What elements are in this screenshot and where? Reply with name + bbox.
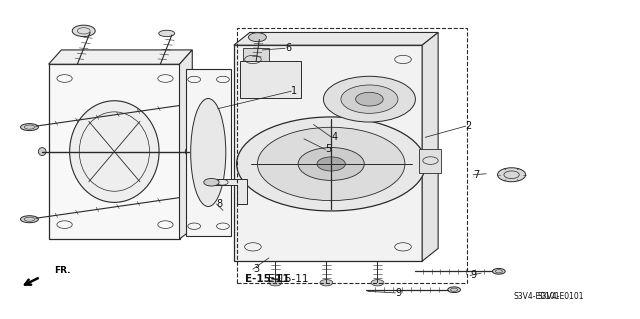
Circle shape (497, 168, 525, 182)
Text: 9: 9 (396, 288, 401, 298)
Text: 2: 2 (466, 121, 472, 131)
Ellipse shape (492, 269, 505, 274)
Circle shape (356, 92, 383, 106)
Text: FR.: FR. (54, 266, 71, 275)
Circle shape (323, 76, 415, 122)
Text: E-15-11: E-15-11 (268, 274, 308, 284)
Circle shape (269, 279, 282, 286)
Text: 7: 7 (473, 170, 479, 180)
Polygon shape (49, 64, 179, 239)
Circle shape (204, 178, 219, 186)
Ellipse shape (185, 148, 193, 156)
Polygon shape (186, 69, 230, 236)
Ellipse shape (20, 123, 38, 130)
Bar (237, 28, 467, 283)
Text: S3V4-E0101: S3V4-E0101 (537, 292, 584, 300)
Text: 8: 8 (216, 199, 223, 209)
Text: 5: 5 (325, 144, 332, 154)
Polygon shape (179, 50, 192, 239)
Ellipse shape (191, 99, 226, 206)
Polygon shape (49, 50, 192, 64)
Circle shape (341, 85, 398, 113)
Ellipse shape (159, 30, 175, 37)
Text: 1: 1 (291, 86, 298, 96)
Bar (419, 149, 442, 173)
Circle shape (72, 25, 95, 37)
Bar (243, 48, 269, 61)
Circle shape (371, 279, 384, 286)
Circle shape (248, 33, 266, 42)
Bar (240, 61, 301, 98)
Text: E-15-11: E-15-11 (245, 274, 290, 284)
Polygon shape (422, 33, 438, 261)
Text: S3V4-E0101: S3V4-E0101 (514, 292, 561, 300)
Ellipse shape (448, 287, 461, 293)
Polygon shape (208, 179, 246, 204)
Circle shape (320, 279, 333, 286)
Polygon shape (234, 33, 438, 45)
Circle shape (257, 127, 405, 201)
Text: 9: 9 (470, 271, 476, 280)
Circle shape (317, 157, 346, 171)
Text: 3: 3 (253, 264, 259, 274)
Polygon shape (234, 45, 422, 261)
Ellipse shape (70, 101, 159, 202)
Circle shape (237, 117, 426, 211)
Ellipse shape (20, 216, 38, 223)
Text: 6: 6 (285, 43, 291, 53)
Text: 4: 4 (332, 132, 338, 142)
Circle shape (298, 147, 364, 181)
Ellipse shape (38, 148, 46, 156)
